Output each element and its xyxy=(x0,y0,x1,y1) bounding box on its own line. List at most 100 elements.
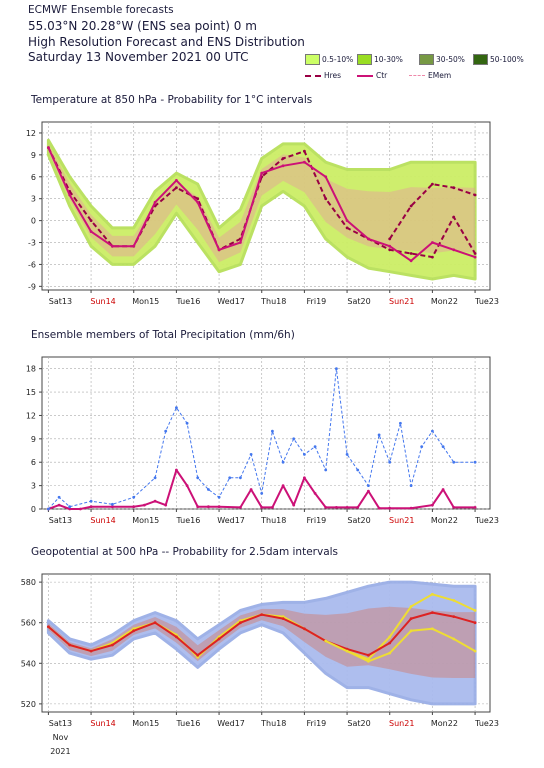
data-point xyxy=(239,476,242,480)
legend-swatch xyxy=(305,54,320,65)
data-point xyxy=(89,499,93,503)
data-point xyxy=(303,476,306,480)
y-tick-label: 540 xyxy=(21,659,36,668)
y-tick-label: -6 xyxy=(28,260,36,269)
legend-line-hres: Hres xyxy=(305,71,341,80)
data-point xyxy=(335,367,338,371)
data-point xyxy=(292,503,296,507)
data-point xyxy=(345,506,349,509)
data-point xyxy=(420,445,424,448)
data-point xyxy=(345,219,349,223)
data-point xyxy=(175,179,178,182)
y-tick-label: 12 xyxy=(26,411,36,420)
x-tick-label: Mon15 xyxy=(132,516,159,525)
legend-line-sample xyxy=(357,74,373,77)
data-point xyxy=(388,248,392,252)
data-point xyxy=(132,495,136,499)
y-tick-label: 0 xyxy=(31,505,36,514)
data-point xyxy=(367,489,370,493)
legend-swatch xyxy=(473,54,488,65)
data-point xyxy=(207,488,210,491)
data-point xyxy=(47,507,50,511)
data-point xyxy=(324,639,328,643)
x-tick-label: Sun21 xyxy=(389,516,414,525)
data-point xyxy=(377,433,381,437)
panel-title-temperature: Temperature at 850 hPa - Probability for… xyxy=(31,94,313,106)
data-point xyxy=(196,505,200,509)
data-point xyxy=(89,505,93,509)
y-tick-label: 3 xyxy=(31,482,36,491)
data-point xyxy=(441,488,445,491)
data-point xyxy=(196,200,200,204)
data-point xyxy=(388,506,392,510)
data-point xyxy=(473,609,477,612)
data-point xyxy=(111,502,114,506)
x-tick-label: Tue16 xyxy=(175,297,200,306)
y-tick-label: 12 xyxy=(26,129,36,138)
y-tick-label: 18 xyxy=(26,365,36,374)
data-point xyxy=(452,460,456,464)
data-point xyxy=(441,445,445,448)
header-date: Saturday 13 November 2021 00 UTC xyxy=(28,50,249,64)
data-point xyxy=(281,617,285,620)
x-tick-label: Sun14 xyxy=(90,516,115,525)
data-point xyxy=(431,255,434,259)
data-point xyxy=(164,503,168,507)
data-point xyxy=(89,649,93,653)
data-point xyxy=(281,460,285,464)
data-point xyxy=(79,507,82,511)
data-point xyxy=(89,219,93,223)
x-tick-label: Fri19 xyxy=(307,719,327,728)
x-tick-label: Mon22 xyxy=(431,297,458,306)
x-tick-label: Tue16 xyxy=(175,719,200,728)
legend-line-sample xyxy=(409,75,425,76)
x-tick-label: Tue16 xyxy=(175,516,200,525)
legend-bin-4: 50-100% xyxy=(473,54,524,65)
data-point xyxy=(431,611,434,614)
data-point xyxy=(388,641,392,645)
x-sub-label: 2021 xyxy=(50,747,70,756)
data-point xyxy=(111,643,114,647)
data-point xyxy=(217,637,221,641)
legend-line-emem: EMem xyxy=(409,71,451,80)
plot-frame xyxy=(41,356,491,510)
y-tick-label: 520 xyxy=(21,700,36,709)
x-tick-label: Wed17 xyxy=(217,297,245,306)
data-point xyxy=(356,468,360,472)
data-point xyxy=(249,453,253,456)
x-tick-label: Mon22 xyxy=(431,719,458,728)
y-tick-label: 9 xyxy=(31,435,36,444)
header-source: ECMWF Ensemble forecasts xyxy=(28,4,174,16)
x-tick-label: Thu18 xyxy=(260,719,286,728)
data-point xyxy=(217,505,221,509)
series-line-hres-late-run- xyxy=(388,183,476,240)
data-point xyxy=(292,437,296,441)
x-tick-label: Thu18 xyxy=(260,297,286,306)
series-line-member-max xyxy=(48,368,476,510)
data-point xyxy=(143,503,146,507)
data-point xyxy=(303,627,306,631)
data-point xyxy=(175,186,178,190)
data-point xyxy=(57,503,61,507)
legend-swatch xyxy=(357,54,372,65)
data-point xyxy=(345,649,349,653)
data-point xyxy=(239,506,242,509)
data-point xyxy=(431,182,434,186)
data-point xyxy=(111,244,114,248)
y-tick-label: 560 xyxy=(21,619,36,628)
data-point xyxy=(431,592,434,596)
probability-band xyxy=(46,138,477,281)
data-point xyxy=(431,503,434,507)
header-product: High Resolution Forecast and ENS Distrib… xyxy=(28,35,305,49)
data-point xyxy=(388,651,392,655)
data-point xyxy=(164,429,168,433)
data-point xyxy=(409,605,413,608)
data-point xyxy=(68,505,72,509)
data-point xyxy=(473,252,477,255)
legend-label: Ctr xyxy=(376,71,388,80)
data-point xyxy=(409,259,413,263)
data-point xyxy=(335,506,338,509)
data-point xyxy=(313,492,317,495)
data-point xyxy=(473,506,477,509)
data-point xyxy=(473,255,477,259)
